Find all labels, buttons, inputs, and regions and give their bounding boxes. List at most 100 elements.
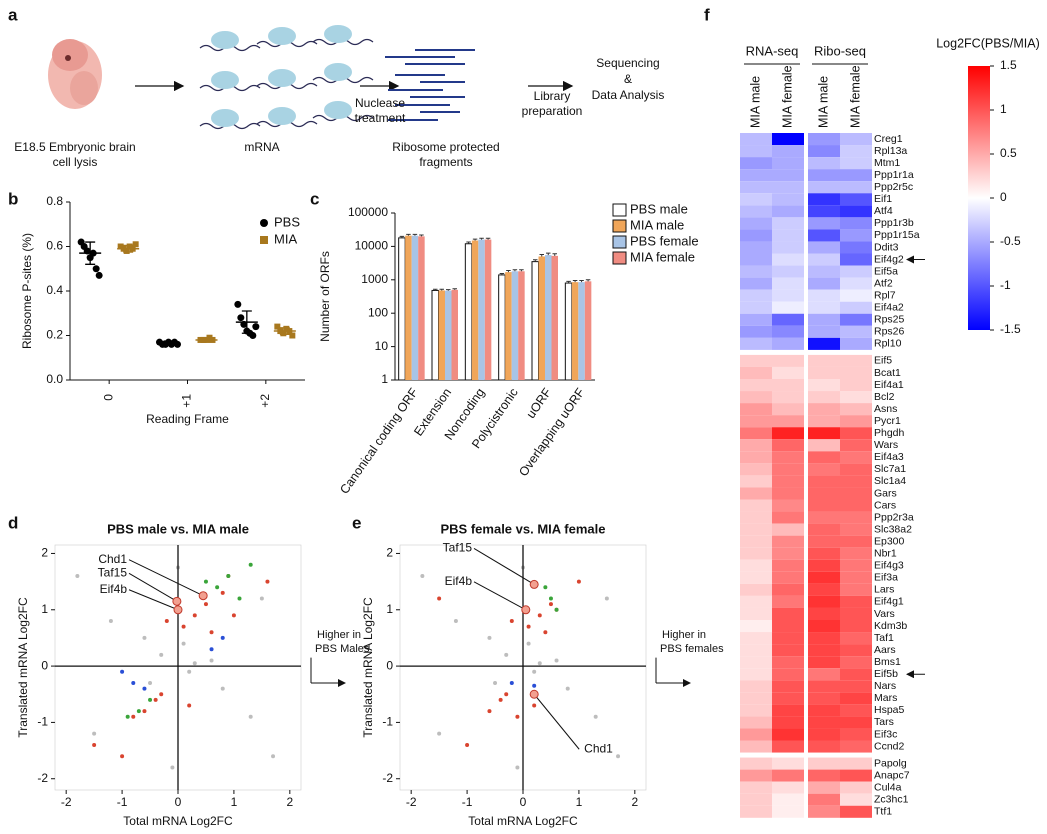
chart-title: PBS female vs. MIA female	[441, 521, 606, 536]
bar	[571, 282, 579, 380]
heatmap-cell	[840, 463, 872, 476]
heatmap-cell	[772, 229, 804, 242]
y-tick-label: 2	[386, 546, 393, 560]
heatmap-cell	[808, 265, 840, 278]
row-label: Rpl10	[874, 338, 902, 350]
data-point	[203, 579, 208, 584]
row-label: Bms1	[874, 656, 901, 668]
heatmap-cell	[808, 487, 840, 500]
bar	[398, 237, 406, 381]
bar	[545, 255, 552, 380]
heatmap-cell	[772, 403, 804, 416]
error-bar	[552, 253, 557, 256]
step-label: Sequencing	[596, 56, 659, 70]
row-label: Hspa5	[874, 704, 905, 716]
heatmap-cell	[740, 415, 772, 428]
x-tick-label: uORF	[524, 385, 555, 421]
heatmap-cell	[740, 535, 772, 548]
row-label: Wars	[874, 439, 898, 451]
error-bar	[519, 269, 524, 272]
legend-swatch	[612, 219, 627, 233]
embryo-icon	[48, 39, 102, 109]
heatmap-cell	[808, 692, 840, 705]
heatmap-cell	[840, 704, 872, 717]
colorbar-tick-label: -1.5	[1000, 322, 1021, 336]
colorbar-tick-label: -1	[1000, 278, 1011, 292]
colorbar-tick-label: 0	[1000, 190, 1007, 204]
heatmap-cell	[840, 265, 872, 278]
step-label: Ribosome protected	[392, 140, 499, 154]
row-label: Taf1	[874, 632, 894, 644]
annotation: PBS females	[660, 643, 724, 655]
heatmap-cell	[740, 644, 772, 657]
y-tick-label: 2	[41, 546, 48, 560]
heatmap-cell	[840, 241, 872, 254]
heatmap-cell	[808, 475, 840, 488]
y-tick-label: 10000	[355, 239, 389, 253]
heatmap-cell	[840, 337, 872, 350]
x-axis-label: Reading Frame	[146, 412, 229, 426]
data-point	[548, 596, 553, 601]
heatmap-cell	[840, 289, 872, 302]
heatmap-cell	[808, 133, 840, 146]
heatmap-cell	[772, 692, 804, 705]
heatmap-cell	[840, 391, 872, 404]
colorbar-tick-label: 0.5	[1000, 146, 1017, 160]
heatmap-cell	[840, 403, 872, 416]
data-point	[123, 247, 130, 254]
bar	[418, 236, 425, 380]
heatmap-cell	[740, 704, 772, 717]
heatmap-cell	[840, 427, 872, 440]
heatmap-cell	[840, 325, 872, 338]
heatmap-cell	[772, 265, 804, 278]
heatmap-cell	[840, 217, 872, 230]
data-point	[543, 585, 548, 590]
heatmap-cell	[808, 366, 840, 379]
data-point	[148, 697, 153, 702]
heatmap-cell	[772, 547, 804, 560]
data-point	[126, 243, 133, 250]
row-label: Ppp1r1a	[874, 169, 914, 181]
heatmap-cell	[772, 487, 804, 500]
panel-label: b	[8, 189, 18, 208]
y-tick-label: 0	[386, 658, 393, 672]
data-point	[593, 714, 598, 719]
data-point	[192, 661, 197, 666]
heatmap-cell	[772, 793, 804, 806]
row-label: Tars	[874, 716, 894, 728]
bar	[531, 261, 539, 381]
data-point	[248, 562, 253, 567]
colorbar	[968, 66, 990, 330]
data-point	[92, 731, 97, 736]
data-point	[120, 754, 125, 759]
row-label: Rps25	[874, 314, 905, 326]
row-label: Rps26	[874, 326, 905, 338]
heatmap-cell	[840, 439, 872, 452]
data-point	[209, 658, 214, 663]
highlight-point	[172, 596, 182, 606]
heatmap-cell	[772, 193, 804, 206]
x-axis-label: Total mRNA Log2FC	[468, 814, 578, 828]
heatmap-cell	[840, 499, 872, 512]
callout-label: Eif4b	[445, 574, 473, 588]
row-label: Ppp2r5c	[874, 181, 913, 193]
bar	[584, 281, 592, 380]
fragments-icon	[385, 49, 475, 121]
heatmap-cell	[808, 704, 840, 717]
data-point	[192, 613, 197, 618]
bar	[451, 289, 458, 380]
heatmap-cell	[840, 716, 872, 729]
row-label: Papolg	[874, 757, 907, 769]
heatmap-cell	[840, 229, 872, 242]
heatmap-cell	[740, 740, 772, 753]
row-label: Eif4a3	[874, 451, 904, 463]
x-tick-label: -1	[117, 795, 128, 809]
heatmap-cell	[840, 157, 872, 170]
row-label: Eif4a2	[874, 302, 904, 314]
heatmap-cell	[808, 632, 840, 645]
row-label: Eif3a	[874, 572, 898, 584]
heatmap-cell	[840, 313, 872, 326]
data-point	[274, 323, 281, 330]
data-point	[237, 314, 245, 322]
heatmap-cell	[740, 632, 772, 645]
